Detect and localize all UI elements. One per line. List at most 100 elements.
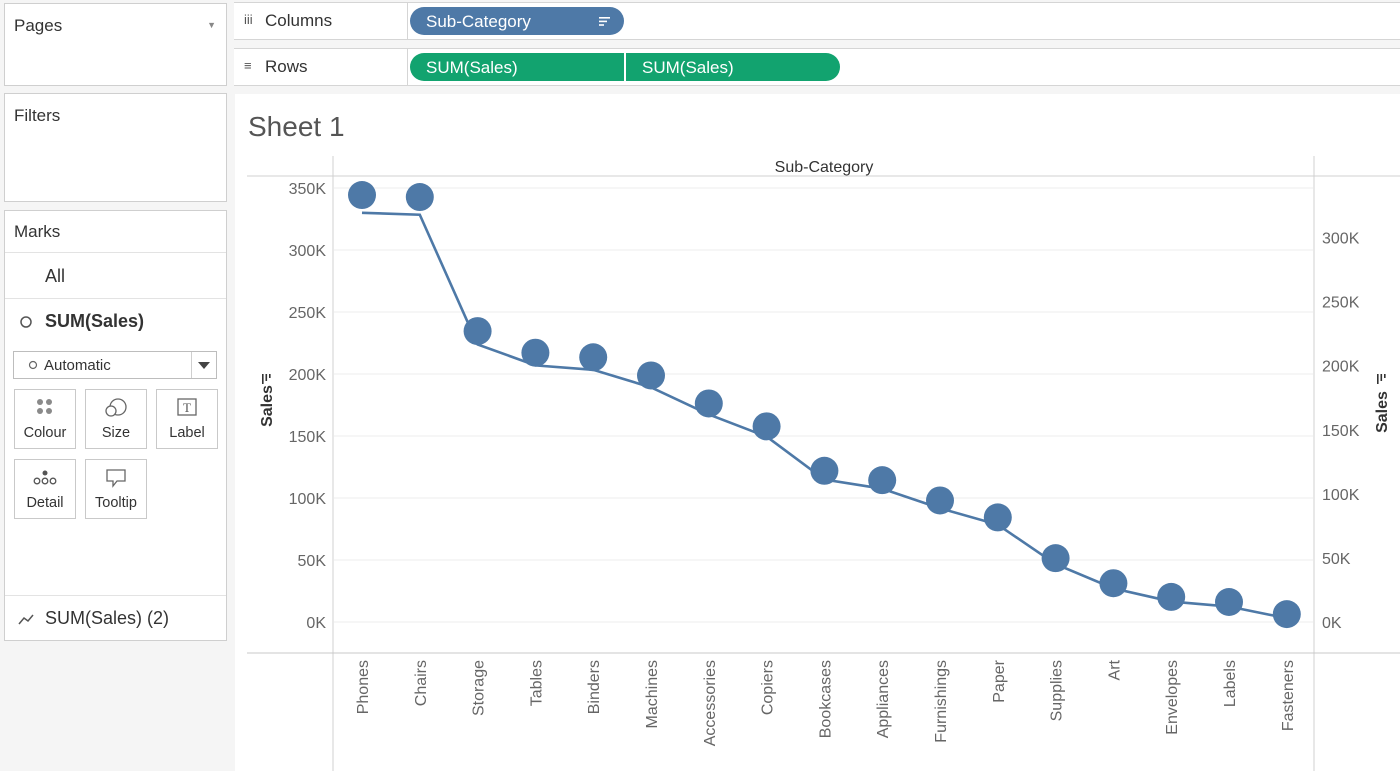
sales-circle-mark[interactable] (348, 181, 376, 210)
category-label[interactable]: Chairs (413, 660, 430, 706)
sales-circle-mark[interactable] (983, 503, 1012, 532)
sales-circle-mark[interactable] (463, 317, 492, 346)
y-left-tick-label: 350K (289, 181, 327, 198)
sum-sales-pill-2[interactable]: SUM(Sales) (626, 53, 840, 81)
category-label[interactable]: Appliances (875, 660, 892, 738)
y-right-tick-label: 200K (1322, 359, 1360, 376)
rows-icon: ≡ (244, 58, 252, 73)
sales-circle-mark[interactable] (752, 412, 781, 441)
label-button[interactable]: T Label (156, 389, 218, 449)
label-label: Label (169, 425, 205, 441)
circle-mark-icon (20, 316, 32, 328)
category-label[interactable]: Storage (471, 660, 488, 716)
category-label[interactable]: Binders (586, 660, 603, 714)
columns-icon: iii (244, 12, 253, 27)
size-label: Size (101, 425, 131, 441)
y-left-tick-label: 200K (289, 367, 327, 384)
category-label[interactable]: Envelopes (1164, 660, 1181, 735)
sales-circle-mark[interactable] (868, 466, 897, 495)
sales-circle-mark[interactable] (694, 389, 723, 418)
colour-label: Colour (23, 425, 67, 441)
sum-sales-pill-1[interactable]: SUM(Sales) (410, 53, 624, 81)
size-icon (105, 398, 127, 417)
category-label[interactable]: Paper (991, 659, 1008, 702)
category-label[interactable]: Furnishings (933, 660, 950, 743)
sub-category-pill[interactable]: Sub-Category (410, 7, 624, 35)
y-right-tick-label: 0K (1322, 615, 1342, 632)
chevron-down-icon[interactable]: ▼ (207, 20, 216, 30)
sub-category-header[interactable]: Sub-Category (775, 159, 874, 176)
y-left-tick-label: 100K (289, 491, 327, 508)
colour-button[interactable]: Colour (14, 389, 76, 449)
category-label[interactable]: Fasteners (1280, 660, 1297, 731)
y-left-tick-label: 0K (306, 615, 326, 632)
detail-button[interactable]: Detail (14, 459, 76, 519)
y-right-tick-label: 50K (1322, 551, 1351, 568)
sales-circle-mark[interactable] (810, 456, 839, 485)
sales-circle-mark[interactable] (1099, 569, 1128, 598)
category-label[interactable]: Bookcases (817, 660, 834, 738)
category-label[interactable]: Art (1106, 659, 1123, 680)
sales-circle-mark[interactable] (521, 338, 550, 367)
pages-title: Pages (14, 16, 63, 35)
filters-card[interactable]: Filters (4, 93, 227, 202)
pages-card[interactable]: Pages ▼ (4, 3, 227, 86)
marks-secondary-row[interactable]: SUM(Sales) (2) (5, 595, 226, 641)
line-mark-icon (18, 614, 34, 625)
marks-secondary-label: SUM(Sales) (2) (45, 608, 170, 628)
tooltip-icon (106, 469, 126, 488)
sales-circle-mark[interactable] (405, 183, 434, 212)
category-label[interactable]: Phones (355, 660, 372, 714)
sort-icon (262, 374, 271, 384)
sales-circle-mark[interactable] (926, 486, 954, 515)
sales-line[interactable] (361, 211, 1288, 620)
marks-all-row[interactable]: All (5, 252, 226, 298)
colour-icon (37, 399, 52, 414)
marks-all-label: All (45, 266, 66, 286)
category-label[interactable]: Tables (528, 660, 545, 706)
text-icon: T (177, 398, 197, 416)
mark-type-select[interactable]: Automatic (13, 351, 217, 379)
y-axis-left-title[interactable]: Sales (259, 385, 276, 427)
category-label[interactable]: Copiers (760, 660, 777, 715)
sort-icon (1377, 374, 1386, 384)
category-label[interactable]: Labels (1222, 660, 1239, 707)
sales-circle-mark[interactable] (579, 343, 608, 372)
sales-circle-mark[interactable] (1157, 582, 1186, 611)
tooltip-label: Tooltip (95, 495, 137, 511)
size-button[interactable]: Size (85, 389, 147, 449)
y-left-tick-label: 150K (289, 429, 327, 446)
mark-type-dropdown[interactable] (191, 352, 216, 378)
y-left-tick-label: 50K (298, 553, 327, 570)
detail-icon (33, 470, 57, 485)
marks-measure-row[interactable]: SUM(Sales) (5, 298, 226, 342)
tooltip-button[interactable]: Tooltip (85, 459, 147, 519)
mark-type-label: Automatic (44, 357, 111, 374)
svg-text:T: T (183, 400, 191, 415)
y-left-tick-label: 250K (289, 305, 327, 322)
marks-title: Marks (14, 222, 61, 241)
circle-mark-icon (28, 360, 38, 370)
category-label[interactable]: Machines (644, 660, 661, 728)
filters-title: Filters (14, 106, 61, 125)
category-label[interactable]: Supplies (1049, 660, 1066, 721)
sort-descending-icon (599, 17, 610, 26)
rows-shelf[interactable]: ≡ Rows SUM(Sales) SUM(Sales) (234, 48, 1400, 86)
detail-label: Detail (26, 495, 64, 511)
sales-circle-mark[interactable] (1041, 544, 1070, 573)
sub-category-pill-label: Sub-Category (426, 12, 531, 31)
sales-circle-mark[interactable] (1272, 600, 1301, 629)
sales-circle-mark[interactable] (1215, 587, 1243, 616)
rows-label: Rows (265, 57, 308, 76)
chevron-down-icon (198, 362, 210, 369)
columns-shelf[interactable]: iii Columns Sub-Category (234, 2, 1400, 40)
y-axis-right-title[interactable]: Sales (1374, 391, 1391, 433)
sum-sales-pill-1-label: SUM(Sales) (426, 58, 518, 77)
category-label[interactable]: Accessories (702, 660, 719, 746)
y-right-tick-label: 300K (1322, 231, 1360, 248)
sales-circle-mark[interactable] (637, 361, 665, 390)
y-left-tick-label: 300K (289, 243, 327, 260)
columns-label: Columns (265, 11, 333, 30)
marks-measure-label: SUM(Sales) (45, 311, 145, 331)
